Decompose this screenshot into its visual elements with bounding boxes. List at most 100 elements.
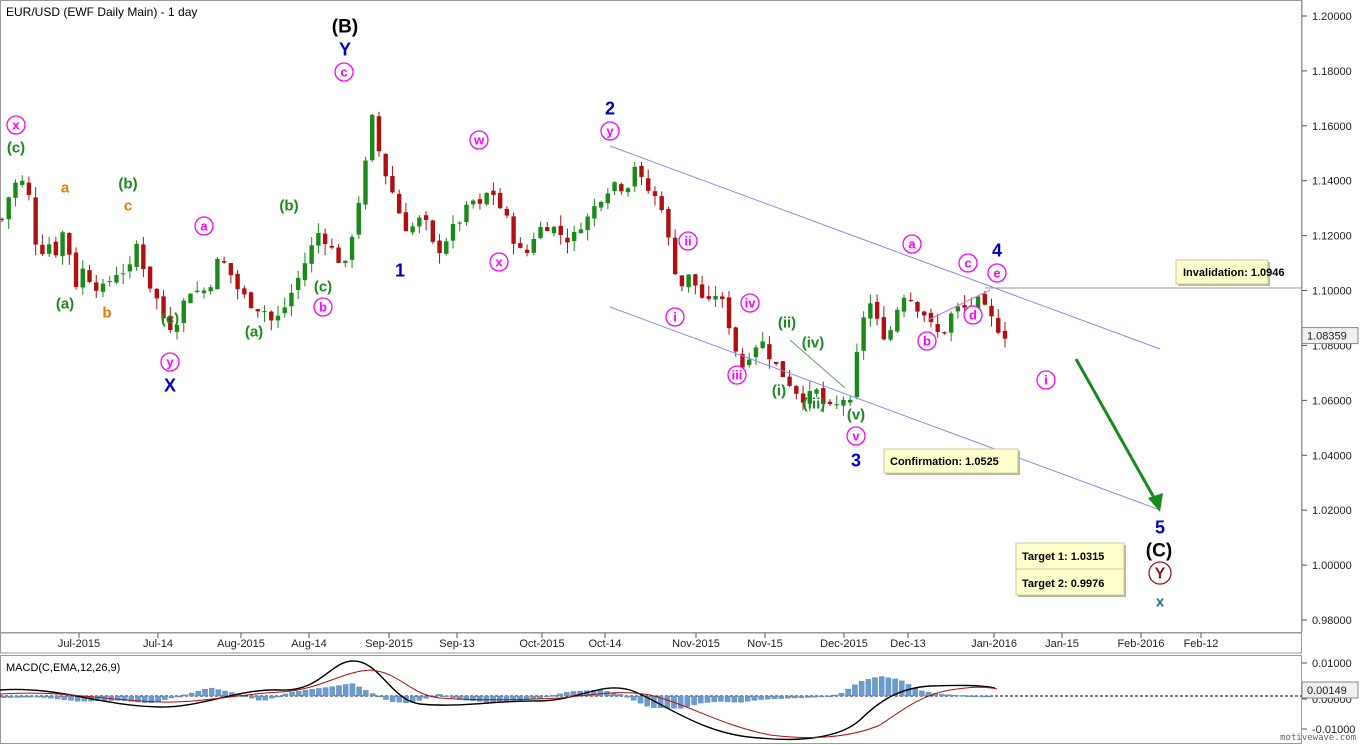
candle-body — [430, 220, 436, 242]
macd-histogram-bar — [771, 695, 778, 700]
candle-body — [821, 388, 826, 404]
candle-body — [295, 277, 301, 290]
macd-histogram-bar — [865, 679, 872, 697]
macd-histogram-bar — [115, 695, 121, 701]
macd-histogram-bar — [316, 688, 322, 697]
candle-body — [477, 199, 483, 204]
candle-body — [100, 283, 106, 292]
macd-histogram-bar — [899, 680, 905, 697]
candle-body — [942, 332, 947, 334]
macd-histogram-bar — [765, 695, 771, 700]
macd-histogram-bar — [657, 695, 664, 709]
macd-histogram-bar — [155, 695, 161, 702]
macd-histogram-bar — [342, 684, 349, 697]
candle-body — [908, 299, 913, 301]
confirmation-text: Confirmation: 1.0525 — [890, 456, 999, 468]
chart-title: EUR/USD (EWF Daily Main) - 1 day — [6, 5, 197, 19]
macd-histogram-bar — [724, 695, 731, 702]
macd-histogram-bar — [597, 689, 604, 697]
candle-body — [726, 297, 732, 329]
candle-body — [814, 389, 819, 394]
candle-body — [639, 165, 644, 177]
candle-body — [228, 263, 234, 276]
macd-histogram-bar — [805, 695, 811, 698]
candle-body — [154, 288, 160, 299]
macd-histogram-bar — [798, 695, 805, 698]
macd-histogram-bar — [751, 695, 758, 701]
candle-body — [666, 209, 671, 238]
wave-label-x: x — [495, 255, 503, 270]
candle-body — [46, 244, 52, 254]
wave-label-Y: Y — [339, 39, 351, 59]
candle-body — [504, 208, 510, 216]
wave-label-d: d — [969, 308, 977, 323]
macd-histogram-bar — [255, 695, 262, 701]
candle-body — [699, 284, 705, 298]
macd-histogram-bar — [858, 681, 865, 697]
candle-body — [740, 353, 745, 368]
candle-body — [928, 312, 934, 323]
candle-body — [94, 282, 99, 291]
macd-histogram-bar — [885, 677, 892, 697]
price-panel — [0, 0, 1302, 633]
macd-histogram-bar — [249, 695, 255, 699]
macd-histogram-bar — [704, 695, 711, 703]
candle-body — [464, 204, 469, 223]
macd-histogram-bar — [148, 695, 155, 704]
macd-histogram-bar — [537, 695, 543, 699]
x-tick-label: Nov-2015 — [672, 638, 720, 650]
macd-signal-line — [0, 669, 998, 738]
macd-histogram-bar — [825, 695, 831, 698]
macd-histogram-bar — [483, 695, 490, 703]
candle-body — [854, 351, 860, 398]
macd-histogram-bar — [68, 695, 74, 701]
wave-label-iv: iv — [745, 296, 757, 311]
y-tick-label: 1.18000 — [1312, 66, 1352, 78]
wave-circle — [489, 252, 509, 272]
wave-label-b: b — [102, 304, 111, 321]
candle-body — [484, 192, 489, 205]
macd-histogram-bar — [490, 695, 496, 703]
wave-label-(a): (a) — [245, 323, 263, 340]
candle-body — [40, 244, 45, 255]
macd-histogram-bar — [135, 695, 141, 703]
candle-body — [73, 252, 79, 287]
candle-body — [33, 197, 38, 245]
wave-circle — [963, 305, 983, 325]
candle-body — [861, 317, 866, 351]
y-tick-label: 1.12000 — [1312, 231, 1352, 243]
candle-body — [693, 274, 698, 286]
macd-histogram-bar — [878, 676, 885, 697]
macd-histogram-bar — [644, 695, 650, 707]
x-tick-label: Jul-2015 — [58, 638, 100, 650]
macd-histogram-bar — [791, 695, 798, 699]
x-tick-label: Feb-12 — [1184, 638, 1219, 650]
candle-body — [1002, 330, 1008, 339]
candle-body — [841, 399, 846, 406]
wave-label-(iv): (iv) — [802, 334, 825, 351]
candle-body — [322, 233, 328, 245]
x-tick-label: Aug-14 — [291, 638, 326, 650]
macd-histogram-bar — [356, 686, 362, 697]
wave-label-i: i — [673, 310, 677, 325]
macd-title: MACD(C,EMA,12,26,9) — [6, 662, 120, 674]
macd-histogram-bar — [121, 695, 128, 701]
candle-body — [538, 227, 543, 239]
macd-histogram-bar — [450, 695, 456, 698]
candle-body — [147, 266, 153, 289]
macd-histogram-bar — [550, 695, 557, 697]
macd-histogram-bar — [785, 695, 791, 699]
candle-body — [827, 401, 833, 405]
candle-body — [168, 316, 173, 331]
wave-circle — [1036, 370, 1056, 390]
candle-body — [935, 323, 940, 333]
wave-circle — [160, 352, 180, 372]
macd-histogram-bar — [945, 694, 952, 697]
wave-label-c: c — [124, 197, 132, 214]
candle-body — [767, 344, 772, 360]
macd-histogram-bar — [168, 695, 175, 699]
candle-body — [497, 192, 503, 209]
macd-histogram-bar — [416, 695, 423, 701]
macd-histogram-bar — [778, 695, 784, 699]
candle-body — [437, 240, 442, 254]
